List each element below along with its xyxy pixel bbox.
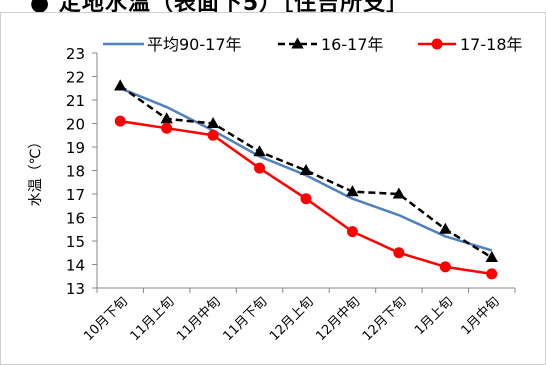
- axes: 13 14 15 16 17 18 19 20 21 22 23 10月下旬11月上旬11月中旬11月…: [66, 45, 516, 344]
- data-point: [206, 117, 220, 129]
- y-tick-label: 16: [66, 210, 85, 228]
- data-point: [207, 129, 219, 141]
- data-point: [393, 247, 405, 259]
- legend-marker: [291, 37, 304, 49]
- data-point: [485, 250, 498, 262]
- data-point: [486, 268, 498, 280]
- legend: 平均90-17年 16-17年 17-18年: [103, 35, 523, 54]
- x-tick-label: 10月下旬: [81, 294, 131, 344]
- y-tick-label: 13: [66, 280, 85, 298]
- legend-item-2: 16-17年: [278, 35, 384, 54]
- legend-item-3: 17-18年: [418, 35, 523, 54]
- x-tick-label: 1月上旬: [412, 294, 456, 338]
- legend-label: 17-18年: [460, 35, 523, 54]
- data-point: [253, 145, 266, 157]
- y-tick-label: 19: [66, 139, 85, 157]
- data-point: [114, 115, 126, 127]
- x-tick-label: 11月上旬: [128, 294, 178, 344]
- x-tick-label: 1月中旬: [459, 294, 503, 338]
- data-point: [160, 112, 173, 124]
- series-line: [119, 84, 493, 259]
- data-point: [300, 193, 312, 205]
- legend-marker: [431, 38, 443, 50]
- data-point: [299, 164, 313, 176]
- data-point: [254, 162, 266, 174]
- y-tick-label: 20: [66, 116, 85, 134]
- series-group: [114, 79, 498, 280]
- y-tick-label: 18: [66, 163, 85, 181]
- series-1: [119, 87, 493, 252]
- y-tick-label: 22: [66, 69, 85, 87]
- series-3: [114, 115, 498, 280]
- chart-title-strip: ● 定地水温（表面下5）［住吉所支］: [0, 0, 546, 12]
- y-tick-label: 21: [66, 92, 85, 110]
- y-tick-label: 17: [66, 186, 85, 204]
- data-point: [161, 122, 173, 134]
- data-point: [439, 261, 451, 273]
- legend-label: 16-17年: [321, 35, 384, 54]
- data-point: [346, 185, 359, 197]
- x-tick-label: 11月中旬: [174, 294, 224, 344]
- x-tick-label: 12月中旬: [313, 294, 363, 344]
- x-tick-label: 12月下旬: [360, 294, 410, 344]
- x-tick-label: 11月下旬: [220, 294, 270, 344]
- data-point: [114, 79, 127, 91]
- data-point: [439, 222, 452, 234]
- data-point: [392, 187, 406, 199]
- series-2: [114, 79, 498, 262]
- legend-item-1: 平均90-17年: [103, 35, 242, 54]
- y-tick-label: 14: [66, 257, 85, 275]
- y-tick-label: 23: [66, 45, 85, 63]
- y-axis-label: 水温（℃）: [28, 135, 44, 207]
- chart-title: ● 定地水温（表面下5）［住吉所支］: [30, 0, 409, 12]
- y-axis-label-group: 水温（℃）: [28, 135, 44, 207]
- y-tick-label: 15: [66, 233, 85, 251]
- data-point: [346, 226, 358, 238]
- legend-label: 平均90-17年: [147, 35, 242, 54]
- x-tick-label: 12月上旬: [267, 294, 317, 344]
- series-line: [119, 87, 493, 252]
